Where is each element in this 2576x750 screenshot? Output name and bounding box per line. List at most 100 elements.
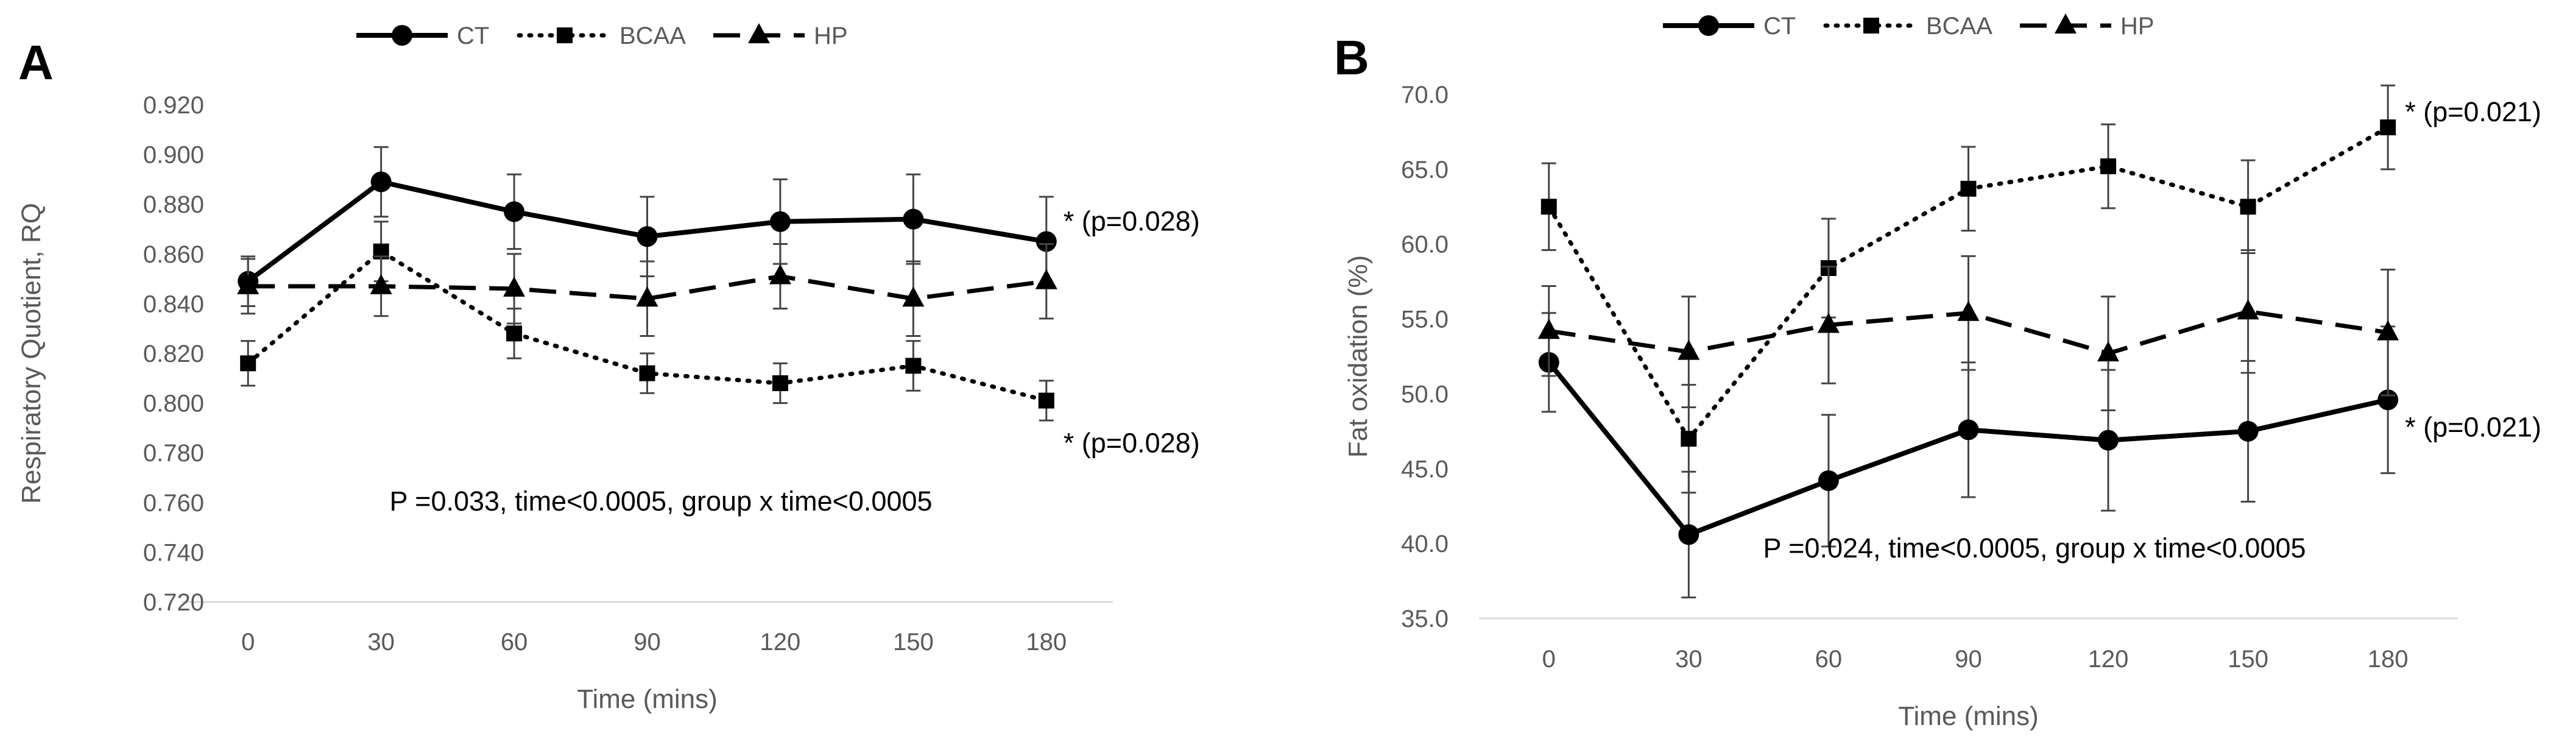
x-axis-title: Time (mins) bbox=[577, 684, 718, 714]
y-tick-label: 45.0 bbox=[1401, 456, 1449, 483]
data-point bbox=[1540, 199, 1557, 215]
x-tick-label: 150 bbox=[2228, 646, 2268, 673]
data-point bbox=[370, 171, 392, 193]
data-point bbox=[503, 276, 526, 297]
chart-panel-A: A 0.720 0.740 0.760 0.780 0.800 0.820 0.840 0.86… bbox=[16, 35, 1200, 714]
data-point bbox=[636, 286, 658, 307]
chart-panel-B: B 35.0 40.0 45.0 50.0 55.0 60.0 65.0 70.0 0 30 60 90… bbox=[1334, 30, 2541, 731]
y-tick-label: 0.760 bbox=[143, 490, 204, 517]
x-tick-label: 180 bbox=[2368, 646, 2408, 673]
legend-item-ct: CT bbox=[356, 23, 489, 49]
data-point bbox=[1957, 300, 1980, 321]
data-point bbox=[2100, 158, 2117, 174]
data-point bbox=[769, 264, 791, 285]
data-point bbox=[903, 208, 924, 230]
data-point bbox=[1036, 231, 1057, 252]
data-point bbox=[902, 286, 925, 307]
panel-label: A bbox=[18, 35, 54, 90]
data-point bbox=[240, 355, 256, 372]
data-point bbox=[1958, 419, 1979, 440]
y-tick-label: 65.0 bbox=[1401, 157, 1449, 183]
legend-item-ct: CT bbox=[1663, 13, 1796, 40]
y-tick-label: 0.720 bbox=[143, 589, 204, 616]
data-point bbox=[2098, 430, 2119, 451]
data-point bbox=[2377, 320, 2399, 341]
x-tick-label: 90 bbox=[1955, 646, 1982, 673]
data-point bbox=[1038, 392, 1054, 409]
data-point bbox=[1035, 269, 1057, 289]
legend-label: BCAA bbox=[619, 23, 686, 49]
data-point bbox=[1817, 313, 1840, 333]
y-tick-label: 0.920 bbox=[143, 92, 204, 119]
x-tick-label: 90 bbox=[633, 629, 661, 656]
panel-label: B bbox=[1334, 30, 1369, 85]
data-point bbox=[1681, 431, 1697, 447]
data-point bbox=[506, 325, 523, 342]
y-tick-label: 0.800 bbox=[143, 391, 204, 417]
data-point bbox=[237, 274, 259, 294]
y-tick-label: 0.780 bbox=[143, 440, 204, 467]
x-tick-label: 60 bbox=[501, 629, 528, 656]
y-tick-label: 0.820 bbox=[143, 341, 204, 367]
data-point bbox=[1678, 524, 1699, 545]
y-tick-label: 0.900 bbox=[143, 142, 204, 169]
data-point bbox=[769, 211, 791, 232]
y-tick-label: 70.0 bbox=[1401, 82, 1449, 108]
legend-label: HP bbox=[814, 23, 848, 49]
x-tick-label: 120 bbox=[2088, 646, 2129, 673]
data-point bbox=[2240, 199, 2256, 215]
x-tick-label: 150 bbox=[893, 629, 934, 656]
significance-annotation: * (p=0.021) bbox=[2405, 411, 2541, 442]
y-tick-label: 60.0 bbox=[1401, 232, 1449, 258]
legend-item-hp: HP bbox=[713, 23, 848, 49]
x-tick-label: 30 bbox=[1675, 646, 1703, 673]
data-point bbox=[2237, 299, 2259, 320]
y-tick-label: 0.840 bbox=[143, 291, 204, 317]
legend-marker bbox=[2055, 13, 2077, 34]
data-point bbox=[1818, 470, 1839, 491]
stats-annotation: P =0.033, time<0.0005, group x time<0.00… bbox=[389, 486, 932, 517]
y-tick-label: 35.0 bbox=[1401, 606, 1449, 632]
legend-A: CT BCAA HP bbox=[356, 23, 848, 49]
x-tick-label: 0 bbox=[1542, 646, 1556, 673]
x-tick-label: 60 bbox=[1815, 646, 1843, 673]
y-tick-label: 0.880 bbox=[143, 191, 204, 218]
x-tick-label: 180 bbox=[1026, 629, 1067, 656]
legend-label: BCAA bbox=[1926, 13, 1992, 40]
y-tick-label: 50.0 bbox=[1401, 381, 1449, 408]
legend-marker bbox=[392, 25, 412, 46]
y-tick-label: 55.0 bbox=[1401, 306, 1449, 333]
legend-item-bcaa: BCAA bbox=[1823, 13, 1992, 40]
data-point bbox=[772, 375, 788, 391]
data-point bbox=[370, 274, 392, 294]
data-point bbox=[2097, 341, 2120, 362]
y-axis-title: Fat oxidation (%) bbox=[1343, 255, 1373, 458]
data-point bbox=[1960, 180, 1977, 197]
data-point bbox=[639, 365, 655, 381]
legend-marker bbox=[1698, 15, 1719, 36]
data-point bbox=[905, 358, 922, 374]
data-point bbox=[2380, 119, 2396, 136]
stats-annotation: P =0.024, time<0.0005, group x time<0.00… bbox=[1763, 532, 2306, 564]
x-tick-label: 30 bbox=[367, 629, 395, 656]
y-axis-title: Respiratory Quotient, RQ bbox=[16, 203, 46, 504]
series-hp bbox=[1537, 249, 2399, 411]
x-tick-label: 120 bbox=[760, 629, 801, 656]
y-tick-label: 0.860 bbox=[143, 241, 204, 268]
significance-annotation: * (p=0.028) bbox=[1064, 205, 1200, 236]
legend-label: CT bbox=[1763, 13, 1796, 40]
legend-item-hp: HP bbox=[2020, 13, 2154, 40]
legend-label: CT bbox=[457, 23, 489, 49]
data-point bbox=[1678, 339, 1700, 360]
legend-marker bbox=[748, 23, 770, 43]
legend-item-bcaa: BCAA bbox=[517, 23, 686, 49]
significance-annotation: * (p=0.021) bbox=[2405, 96, 2541, 127]
data-point bbox=[504, 201, 525, 222]
legend-B: CT BCAA HP bbox=[1663, 13, 2154, 40]
data-point bbox=[2237, 420, 2259, 442]
legend-marker bbox=[1863, 18, 1879, 34]
legend-label: HP bbox=[2120, 13, 2154, 40]
y-tick-label: 0.740 bbox=[143, 539, 204, 566]
x-axis-title: Time (mins) bbox=[1898, 701, 2039, 731]
